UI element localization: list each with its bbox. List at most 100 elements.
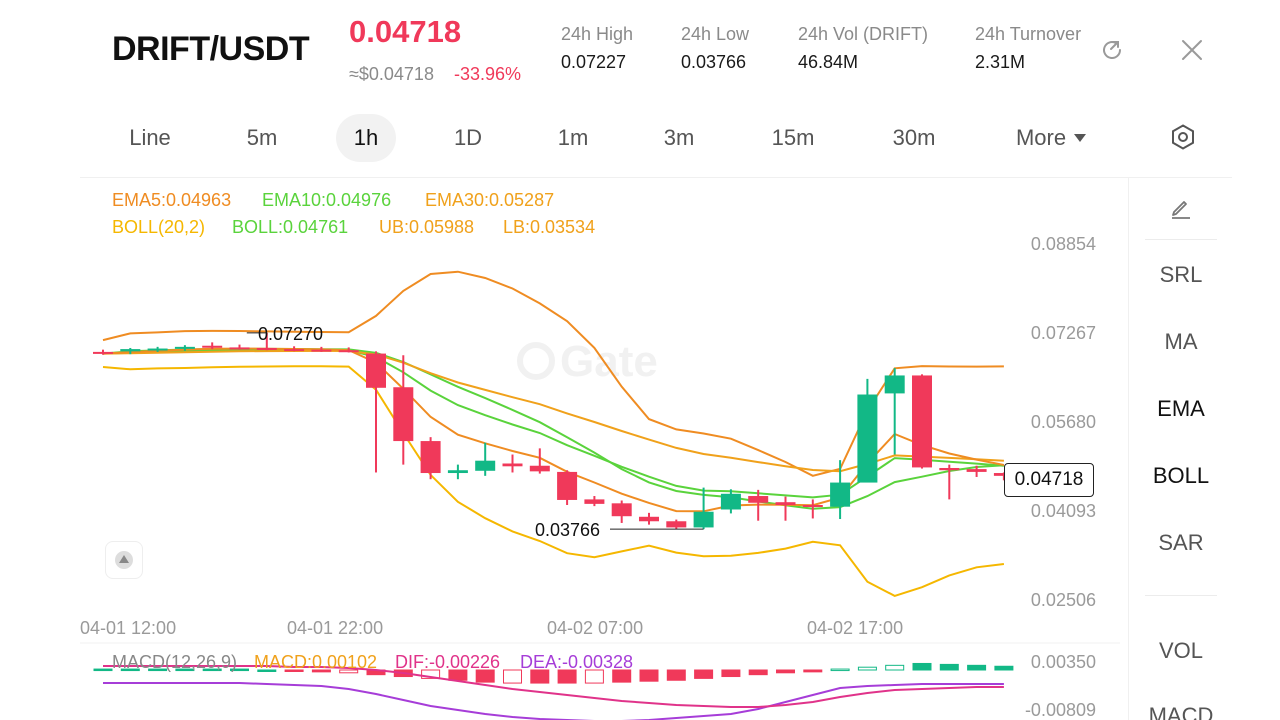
candle-body [720, 493, 741, 510]
ema10-line [102, 348, 1004, 499]
macd-histogram-bar [803, 669, 823, 673]
candle-body [420, 441, 441, 474]
macd-histogram-bar [148, 668, 168, 672]
candle-body [284, 349, 305, 352]
stat-low-value: 0.03766 [681, 52, 747, 72]
panel-divider [1145, 239, 1217, 240]
stat-turnover: 24h Turnover 2.31M [975, 20, 1085, 80]
candle-body [557, 471, 578, 500]
gate-watermark: Gate [560, 337, 658, 386]
candle-body [174, 346, 195, 349]
low-marker-label: 0.03766 [535, 520, 600, 540]
high-marker-label: 0.07270 [258, 324, 323, 344]
stat-volume-label: 24h Vol (DRIFT) [798, 24, 929, 44]
macd-histogram-bar [503, 669, 522, 684]
candle-body [93, 351, 113, 354]
candle-body [311, 349, 332, 352]
tab-more[interactable]: More [1004, 114, 1098, 162]
candle-body [912, 375, 932, 468]
approx-usd-price: ≈$0.04718 [349, 64, 434, 84]
candle-body [775, 502, 796, 505]
macd-histogram-bar [175, 668, 195, 672]
macd-histogram-bar [202, 668, 222, 672]
legend-macd: MACD:0.00102 [254, 652, 378, 672]
price-change-percent: -33.96% [454, 64, 522, 84]
stat-high-value: 0.07227 [561, 52, 627, 72]
macd-histogram-bar [530, 669, 550, 684]
boll-upper-line [102, 270, 1004, 477]
indicator-ma[interactable]: MA [1164, 329, 1198, 354]
tab-15m[interactable]: 15m [771, 125, 815, 150]
tab-30m[interactable]: 30m [892, 125, 936, 150]
candle-body [939, 467, 960, 471]
tab-5m[interactable]: 5m [246, 125, 278, 150]
macd-histogram-bar [120, 668, 140, 672]
macd-histogram-bar [967, 664, 987, 671]
boll-lower-line [102, 365, 1005, 597]
dea-line [103, 682, 1004, 720]
price-axis-label: 0.07267 [1031, 323, 1096, 343]
candle-body [147, 348, 168, 351]
macd-histogram-bar [830, 668, 850, 672]
macd-histogram-bar [421, 669, 441, 679]
macd-histogram-bar [885, 664, 905, 671]
ema5-line [102, 347, 1005, 513]
indicator-vol[interactable]: VOL [1158, 638, 1204, 663]
stat-volume-value: 46.84M [798, 52, 859, 72]
candle-body [229, 347, 250, 350]
tab-line[interactable]: Line [129, 125, 171, 150]
candle-body [584, 499, 605, 504]
tab-3m[interactable]: 3m [663, 125, 695, 150]
share-icon[interactable] [1097, 35, 1127, 65]
tab-1d[interactable]: 1D [453, 125, 483, 150]
drag-tool-button[interactable] [105, 541, 143, 579]
edit-drawing-button[interactable] [1129, 196, 1233, 228]
time-axis-label: 04-01 22:00 [287, 618, 383, 638]
legend-ub: UB:0.05988 [379, 217, 475, 237]
legend-dif: DIF:-0.00226 [395, 652, 501, 672]
macd-histogram-bar [639, 669, 659, 682]
dif-line [103, 665, 1004, 708]
macd-histogram-bar [776, 669, 795, 674]
time-axis-label: 04-01 12:00 [80, 618, 176, 638]
price-axis-label: 0.05680 [1031, 412, 1096, 432]
close-icon[interactable] [1177, 35, 1207, 65]
indicator-ema[interactable]: EMA [1157, 396, 1205, 421]
macd-histogram-bar [666, 669, 686, 681]
macd-histogram-bar [311, 669, 331, 673]
indicator-macd[interactable]: MACD [1148, 703, 1214, 720]
candle-body [830, 482, 851, 507]
legend-macd-params: MACD(12,26,9) [112, 652, 238, 672]
settings-hexagon-icon[interactable] [1168, 122, 1198, 152]
candle-body [666, 521, 687, 528]
gate-logo-icon [517, 342, 555, 380]
macd-histogram-bar [721, 669, 741, 678]
ema30-line [102, 349, 1004, 473]
candle-body [447, 470, 468, 474]
candle-body [802, 504, 823, 507]
candle-body [884, 375, 905, 394]
legend-lb: LB:0.03534 [503, 217, 596, 237]
legend-ema10: EMA10:0.04976 [262, 190, 392, 210]
toolbar-divider [80, 177, 1232, 178]
macd-histogram-bar [230, 668, 249, 672]
tab-1h[interactable]: 1h [336, 114, 396, 162]
indicator-sar[interactable]: SAR [1158, 530, 1204, 555]
candle-body [120, 349, 141, 352]
price-axis-label: 0.02506 [1031, 590, 1096, 610]
macd-histogram-bar [912, 662, 932, 671]
candle-body [693, 511, 714, 528]
tab-1m[interactable]: 1m [557, 125, 589, 150]
candle-body [366, 353, 386, 388]
macd-histogram-bar [748, 669, 768, 676]
stat-turnover-value: 2.31M [975, 52, 1026, 72]
indicator-boll[interactable]: BOLL [1152, 463, 1210, 488]
candle-body [639, 516, 659, 522]
indicator-srl[interactable]: SRL [1159, 262, 1203, 287]
indicator-panel: SRL MA EMA BOLL SAR VOL MACD [1128, 178, 1232, 720]
price-axis-label: 0.04093 [1031, 501, 1096, 521]
legend-dea: DEA:-0.00328 [520, 652, 634, 672]
pencil-icon [1172, 201, 1190, 219]
last-price: 0.04718 [349, 14, 462, 49]
